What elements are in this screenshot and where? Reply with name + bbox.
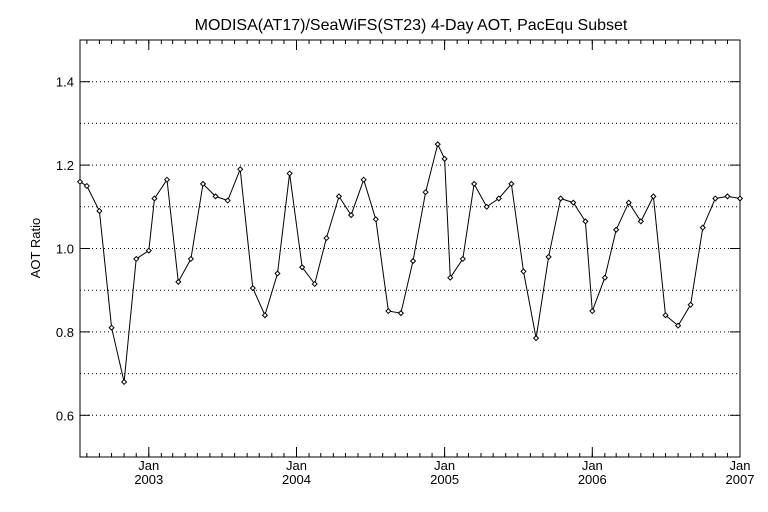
data-point <box>397 310 405 317</box>
data-point <box>532 335 540 342</box>
data-point <box>422 189 429 196</box>
data-point <box>96 207 103 215</box>
data-point <box>447 274 454 281</box>
series-line <box>79 142 741 383</box>
data-point <box>335 193 343 200</box>
data-point <box>545 253 552 260</box>
x-tick-month-label: Jan <box>286 458 307 473</box>
data-point <box>187 255 194 263</box>
data-point <box>589 307 596 315</box>
data-point <box>495 195 502 202</box>
y-tick-label: 1.0 <box>56 242 74 257</box>
x-tick-year-label: 2004 <box>282 472 311 487</box>
data-point <box>570 199 577 206</box>
data-point <box>274 270 281 277</box>
x-tick-year-label: 2006 <box>578 472 607 487</box>
data-point <box>76 178 84 185</box>
data-point <box>601 274 608 281</box>
data-point <box>311 280 318 288</box>
x-tick-month-label: Jan <box>730 458 751 473</box>
axes <box>79 39 741 458</box>
data-point <box>249 285 256 292</box>
data-point <box>625 199 632 206</box>
y-tick-label: 1.4 <box>56 75 74 90</box>
data-point <box>224 197 231 204</box>
data-point <box>520 268 527 275</box>
x-tick-month-label: Jan <box>138 458 159 473</box>
data-point <box>582 218 589 225</box>
data-point <box>385 307 392 315</box>
data-point <box>108 324 115 331</box>
data-point <box>348 212 355 219</box>
data-point <box>286 170 293 177</box>
y-axis-title: AOT Ratio <box>28 218 43 278</box>
data-point <box>261 312 269 319</box>
tick-labels: 0.60.81.01.21.4Jan2003Jan2004Jan2005Jan2… <box>56 75 755 487</box>
data-point <box>199 180 207 187</box>
data-point <box>409 257 417 265</box>
data-point <box>83 182 90 190</box>
data-point <box>212 193 219 200</box>
data-point <box>712 195 719 202</box>
data-point <box>736 195 744 202</box>
x-tick-year-label: 2003 <box>134 472 163 487</box>
data-point <box>508 180 515 187</box>
data-point <box>372 216 379 223</box>
data-point <box>687 301 694 308</box>
data-point <box>662 312 669 319</box>
data-point <box>471 180 478 187</box>
data-point <box>145 247 152 254</box>
gridlines <box>80 81 740 416</box>
plot-frame <box>79 39 741 458</box>
data-point <box>613 226 620 233</box>
data-point <box>151 195 158 202</box>
data-point <box>121 378 128 386</box>
data-point <box>674 322 682 329</box>
y-tick-label: 0.6 <box>56 408 74 423</box>
x-tick-month-label: Jan <box>582 458 603 473</box>
data-point <box>557 195 564 202</box>
series-layer <box>76 141 744 386</box>
data-point <box>434 141 441 148</box>
data-point <box>175 278 182 285</box>
x-tick-month-label: Jan <box>434 458 455 473</box>
chart-title: MODISA(AT17)/SeaWiFS(ST23) 4-Day AOT, Pa… <box>195 17 628 34</box>
x-tick-year-label: 2005 <box>430 472 459 487</box>
data-point <box>637 218 644 225</box>
data-point <box>441 155 448 162</box>
data-point <box>163 176 171 183</box>
data-point <box>299 264 306 271</box>
y-tick-label: 0.8 <box>56 325 74 340</box>
x-tick-year-label: 2007 <box>726 472 755 487</box>
data-point <box>483 203 490 210</box>
data-point <box>360 176 367 183</box>
data-point <box>237 166 244 173</box>
y-tick-label: 1.2 <box>56 158 74 173</box>
data-point <box>459 255 466 263</box>
data-point <box>699 224 706 231</box>
data-point <box>650 193 657 200</box>
data-point <box>323 234 330 242</box>
data-point <box>133 255 140 263</box>
data-point <box>724 193 731 200</box>
